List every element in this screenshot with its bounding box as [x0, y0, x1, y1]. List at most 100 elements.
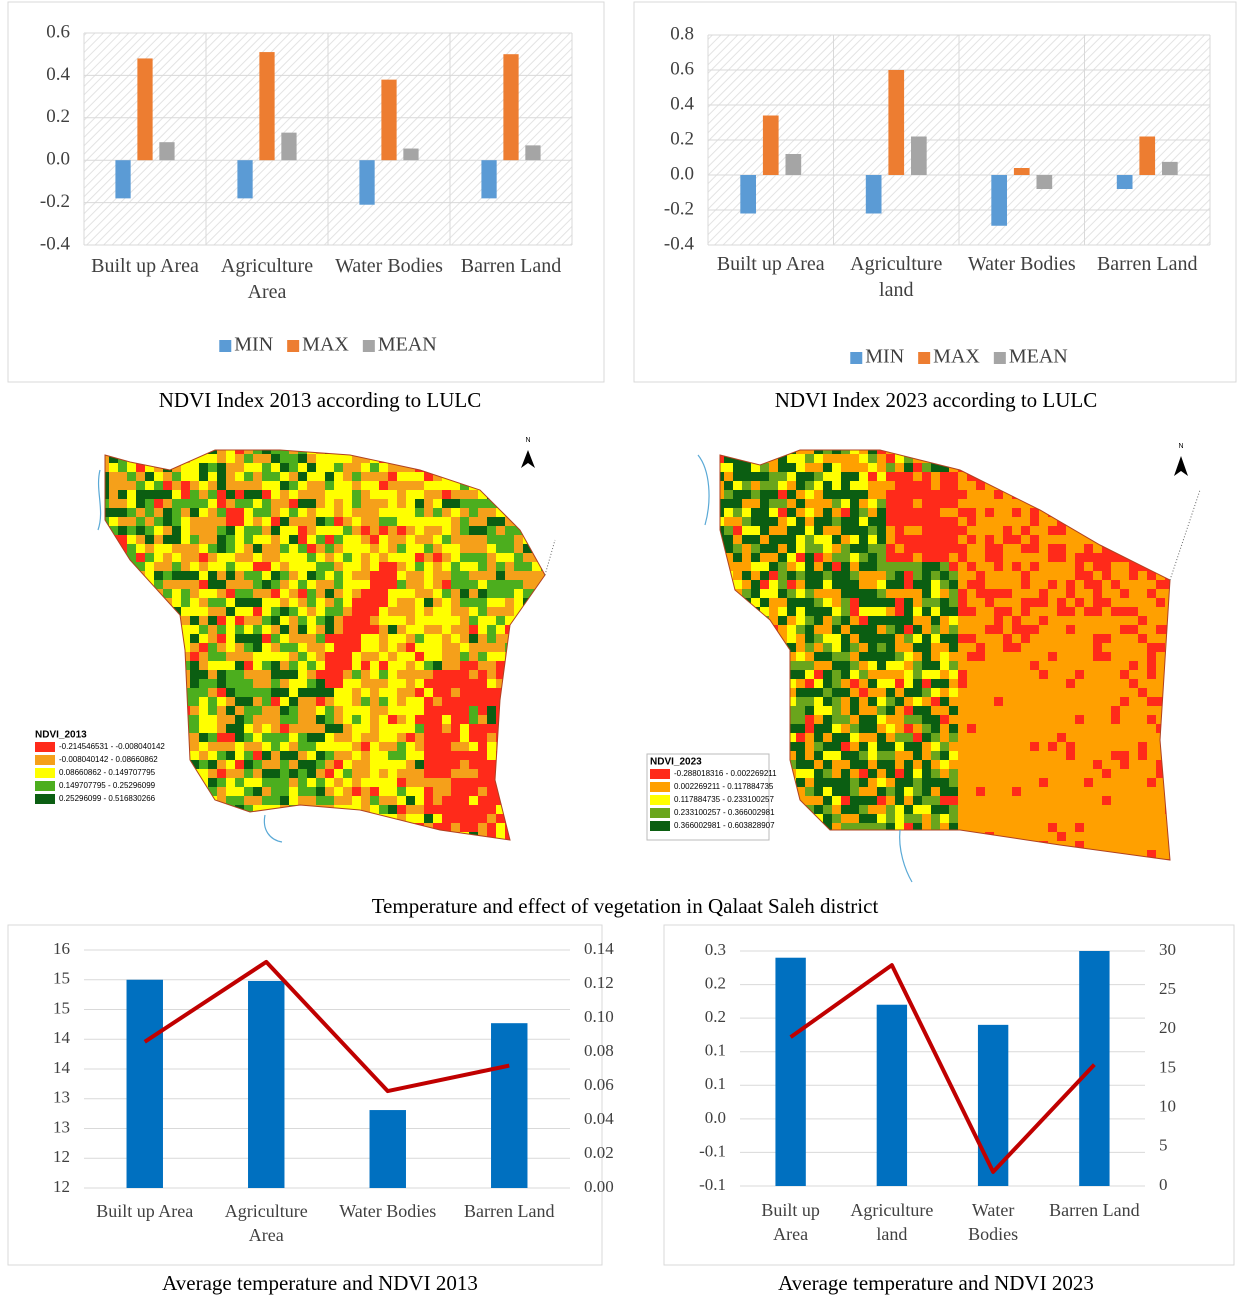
map-pixel	[478, 544, 488, 554]
map-pixel	[442, 580, 452, 590]
map-pixel	[541, 625, 551, 635]
map-pixel	[145, 472, 155, 482]
map-pixel	[244, 760, 254, 770]
map-pixel	[514, 670, 524, 680]
map-pixel	[967, 472, 977, 482]
map-pixel	[307, 544, 317, 554]
map-pixel	[778, 697, 788, 707]
map-pixel	[751, 652, 761, 662]
map-pixel	[361, 445, 371, 455]
map-pixel	[967, 535, 977, 545]
map-pixel	[190, 706, 200, 716]
map-pixel	[478, 679, 488, 689]
map-pixel	[541, 589, 551, 599]
map-pixel	[1093, 760, 1103, 770]
map-pixel	[298, 580, 308, 590]
map-pixel	[379, 787, 389, 797]
map-pixel	[949, 679, 959, 689]
x-tick-label-box: Water Bodies	[331, 253, 447, 313]
map-pixel	[226, 760, 236, 770]
map-pixel	[136, 499, 146, 509]
legend-swatch	[918, 352, 930, 364]
map-pixel	[307, 499, 317, 509]
map-pixel	[109, 553, 119, 563]
map-pixel	[379, 526, 389, 536]
map-pixel	[451, 805, 461, 815]
map-pixel	[271, 616, 281, 626]
map-pixel	[109, 634, 119, 644]
map-pixel	[904, 472, 914, 482]
map-pixel	[1021, 742, 1031, 752]
map-pixel	[514, 724, 524, 734]
map-pixel	[442, 481, 452, 491]
map-pixel	[1030, 688, 1040, 698]
map-pixel	[1012, 553, 1022, 563]
map-pixel	[1102, 796, 1112, 806]
map-pixel	[316, 526, 326, 536]
map-pixel	[280, 742, 290, 752]
map-pixel	[913, 499, 923, 509]
map-pixel	[742, 571, 752, 581]
map-pixel	[1075, 724, 1085, 734]
map-pixel	[370, 463, 380, 473]
map-pixel	[742, 859, 752, 869]
map-pixel	[1102, 679, 1112, 689]
map-pixel	[388, 823, 398, 833]
map-pixel	[505, 769, 515, 779]
map-pixel	[1030, 481, 1040, 491]
map-pixel	[487, 652, 497, 662]
map-pixel	[1165, 787, 1175, 797]
map-pixel	[1174, 787, 1184, 797]
map-pixel	[1012, 679, 1022, 689]
map-pixel	[1012, 760, 1022, 770]
map-pixel	[541, 652, 551, 662]
map-pixel	[433, 760, 443, 770]
map-pixel	[1156, 616, 1166, 626]
map-pixel	[976, 778, 986, 788]
map-pixel	[1174, 697, 1184, 707]
map-pixel	[850, 535, 860, 545]
map-pixel	[361, 832, 371, 842]
map-pixel	[244, 454, 254, 464]
map-pixel	[931, 553, 941, 563]
map-pixel	[514, 715, 524, 725]
map-pixel	[406, 787, 416, 797]
map-pixel	[1129, 733, 1139, 743]
map-pixel	[832, 616, 842, 626]
map-pixel	[154, 544, 164, 554]
map-pixel	[433, 589, 443, 599]
map-pixel	[850, 814, 860, 824]
map-pixel	[994, 616, 1004, 626]
map-pixel	[190, 553, 200, 563]
map-pixel	[895, 706, 905, 716]
map-pixel	[253, 508, 263, 518]
map-pixel	[163, 796, 173, 806]
map-pixel	[1075, 850, 1085, 860]
map-pixel	[352, 517, 362, 527]
map-pixel	[541, 553, 551, 563]
map-legend-label: 0.233100257 - 0.366002981	[674, 808, 775, 817]
map-pixel	[316, 454, 326, 464]
map-pixel	[244, 508, 254, 518]
map-pixel	[379, 508, 389, 518]
map-pixel	[1057, 715, 1067, 725]
map-pixel	[742, 706, 752, 716]
map-pixel	[469, 472, 479, 482]
map-pixel	[397, 652, 407, 662]
map-pixel	[778, 445, 788, 455]
map-pixel	[931, 580, 941, 590]
map-pixel	[886, 508, 896, 518]
map-pixel	[109, 625, 119, 635]
map-pixel	[787, 841, 797, 851]
map-pixel	[172, 445, 182, 455]
map-pixel	[913, 805, 923, 815]
map-pixel	[352, 553, 362, 563]
map-pixel	[832, 760, 842, 770]
map-pixel	[397, 832, 407, 842]
map-pixel	[1111, 544, 1121, 554]
map-pixel	[145, 562, 155, 572]
map-pixel	[1129, 697, 1139, 707]
map-pixel	[1165, 490, 1175, 500]
map-pixel	[325, 481, 335, 491]
map-pixel	[1048, 661, 1058, 671]
